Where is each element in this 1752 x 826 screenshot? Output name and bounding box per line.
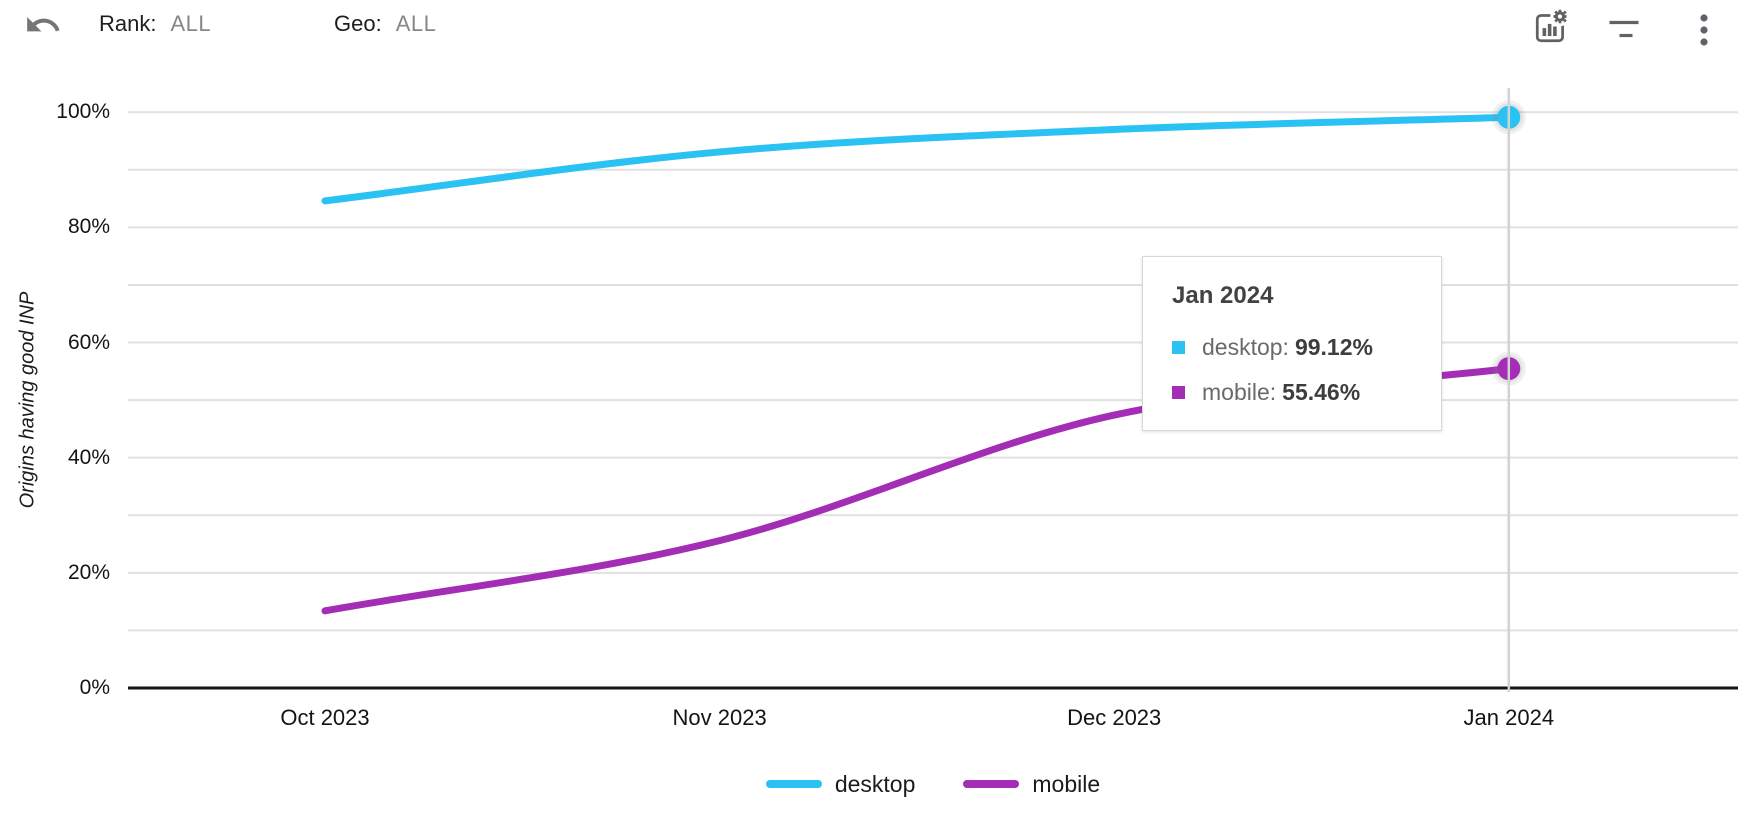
chart-options-button[interactable]: [1532, 6, 1570, 45]
y-tick-label: 0%: [79, 676, 110, 699]
kebab-menu-icon: [1700, 14, 1708, 46]
y-tick-label: 100%: [56, 100, 110, 124]
rank-filter-value: ALL: [170, 11, 212, 36]
y-tick-label: 40%: [67, 445, 110, 469]
x-tick-label: Oct 2023: [280, 705, 370, 730]
tooltip-row-text: mobile: 55.46%: [1202, 379, 1361, 405]
rank-filter[interactable]: Rank: ALL: [99, 11, 211, 37]
legend-label: mobile: [1032, 770, 1101, 797]
tooltip-row-text: desktop: 99.12%: [1202, 334, 1373, 360]
tooltip-swatch-mobile: [1172, 386, 1185, 399]
chart-tooltip: Jan 2024 desktop: 99.12% mobile: 55.46%: [1142, 256, 1442, 431]
legend-item-desktop[interactable]: desktop: [765, 770, 916, 798]
legend-item-mobile[interactable]: mobile: [963, 771, 1100, 798]
y-tick-label: 20%: [67, 560, 110, 584]
tooltip-title: Jan 2024: [1172, 282, 1274, 309]
filter-button[interactable]: [1606, 8, 1642, 44]
tooltip-swatch-desktop: [1172, 341, 1185, 354]
x-tick-label: Nov 2023: [672, 705, 767, 730]
geo-filter[interactable]: Geo: ALL: [334, 11, 436, 37]
more-options-button[interactable]: [1692, 8, 1716, 52]
undo-icon: [27, 17, 60, 32]
rank-filter-label: Rank:: [99, 11, 157, 36]
series-line-desktop[interactable]: [321, 113, 1513, 205]
y-tick-label: 80%: [67, 215, 110, 239]
chart-legend: desktop mobile: [128, 766, 1738, 802]
legend-swatch-desktop: [765, 780, 822, 788]
tooltip-row-mobile: mobile: 55.46%: [1172, 379, 1419, 406]
undo-button[interactable]: [24, 6, 62, 44]
x-tick-label: Dec 2023: [1067, 705, 1162, 730]
chart-settings-icon: [1535, 6, 1570, 43]
tooltip-row-desktop: desktop: 99.12%: [1172, 334, 1419, 361]
x-tick-label: Jan 2024: [1463, 705, 1555, 730]
legend-swatch-mobile: [963, 780, 1020, 788]
legend-label: desktop: [834, 770, 916, 797]
geo-filter-value: ALL: [395, 11, 437, 36]
geo-filter-label: Geo:: [334, 11, 382, 36]
filter-icon: [1609, 20, 1639, 38]
y-tick-label: 60%: [67, 330, 110, 354]
